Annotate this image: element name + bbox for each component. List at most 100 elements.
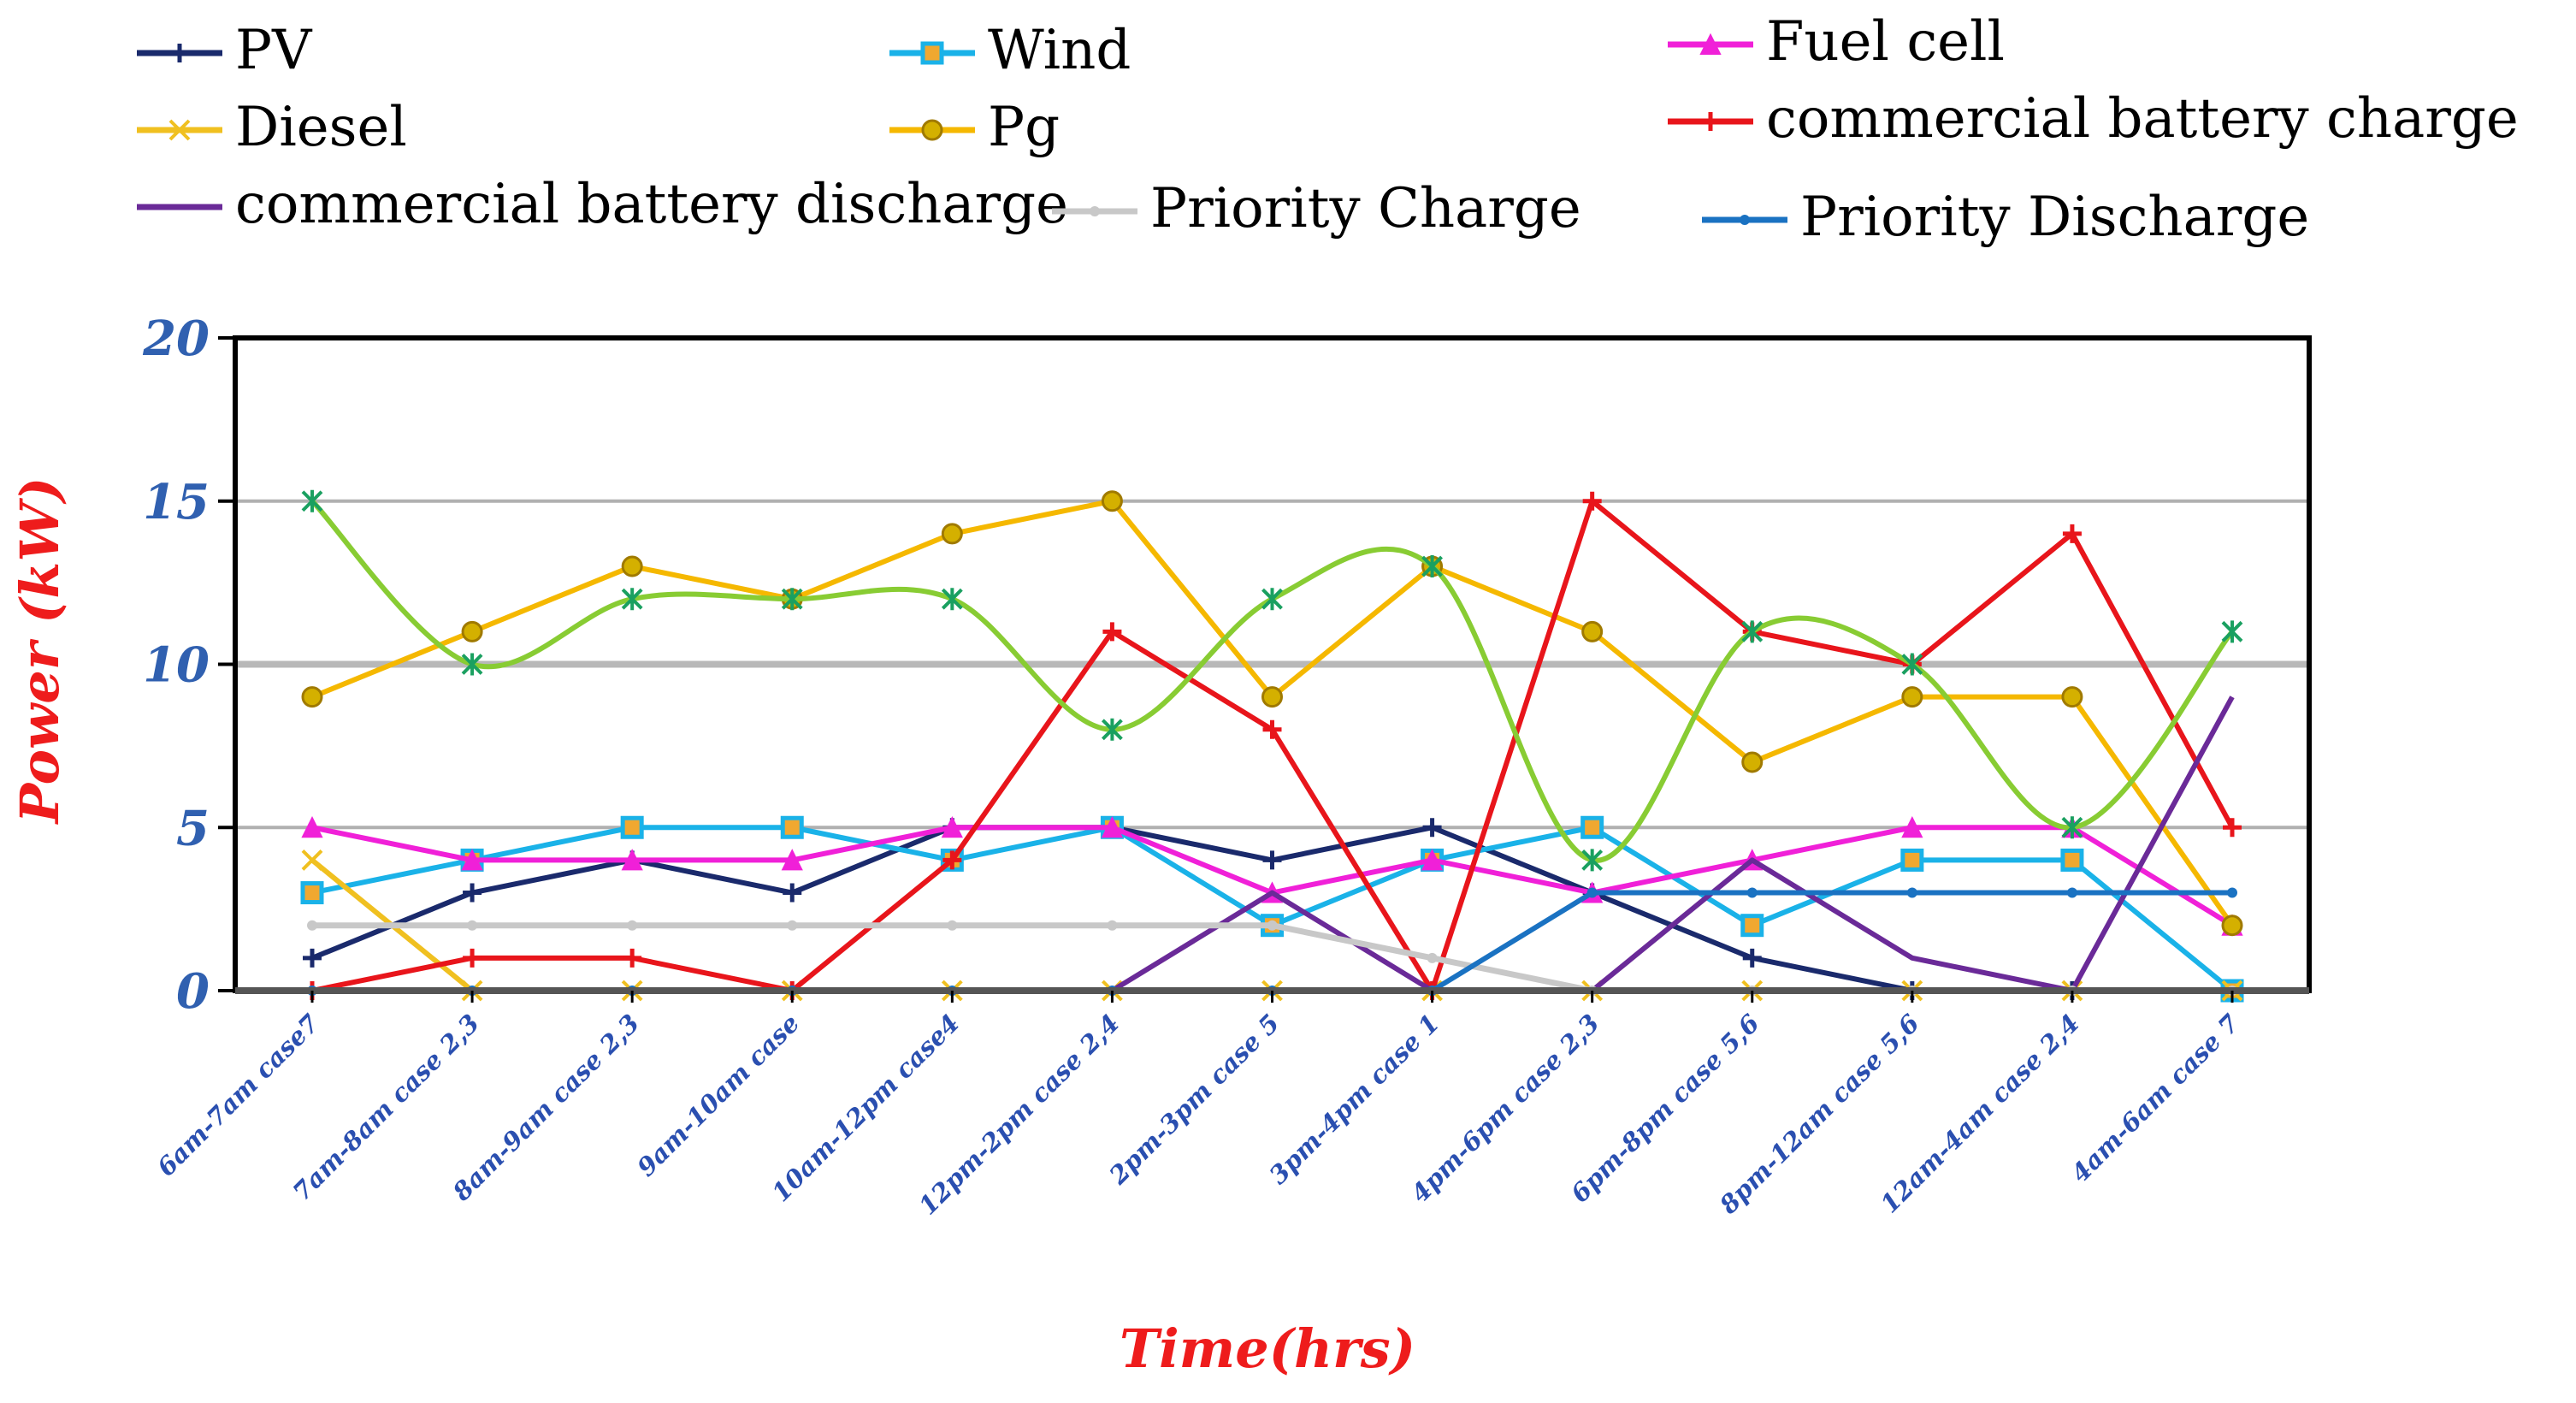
y-tick-label-20: 20 [142, 311, 210, 367]
data-point-wind-2 [620, 815, 644, 839]
data-point-commercial-battery-charge-11 [2062, 524, 2082, 543]
data-point-priority-discharge-11 [2066, 887, 2077, 898]
data-point-pv-6 [1262, 850, 1282, 870]
data-point-pv-1 [463, 883, 482, 903]
legend-item-priority-discharge: Priority Discharge [1702, 186, 2309, 249]
y-axis-title: Power (kW) [9, 477, 71, 826]
data-point-grid-supply-3 [781, 588, 803, 611]
data-point-pg-6 [1261, 686, 1283, 708]
legend-label-commercial-battery-charge: commercial battery charge [1766, 87, 2519, 151]
legend-marker-priority-charge [1090, 206, 1100, 216]
legend-label-fuel-cell: Fuel cell [1766, 10, 2005, 74]
data-point-pg-4 [941, 523, 963, 545]
data-point-priority-charge-6 [1267, 920, 1278, 931]
legend-marker-pg [921, 119, 943, 141]
legend-item-commercial-battery-discharge: commercial battery discharge [137, 173, 1068, 236]
data-point-pv-9 [1742, 948, 1762, 968]
legend-marker-diesel [168, 119, 191, 141]
data-point-commercial-battery-charge-4 [942, 850, 962, 870]
legend-marker-wind [920, 41, 944, 65]
chart-legend: PV Wind Fuel cell Diesel Pg commercial batter… [137, 10, 2519, 249]
data-point-commercial-battery-charge-12 [2223, 818, 2242, 838]
data-point-pg-0 [301, 686, 323, 708]
data-point-pg-12 [2221, 915, 2243, 937]
data-point-fuel-cell-5 [1101, 816, 1124, 838]
x-tick-label-3: 9am-10am case [631, 1009, 805, 1182]
data-point-fuel-cell-2 [621, 849, 643, 871]
data-point-priority-charge-4 [947, 920, 958, 931]
legend-marker-priority-discharge [1740, 215, 1750, 225]
data-point-pg-1 [461, 620, 483, 642]
data-point-priority-discharge-10 [1906, 887, 1917, 898]
data-point-diesel-0 [301, 849, 323, 871]
y-tick-label-5: 5 [176, 800, 210, 856]
data-point-grid-supply-12 [2221, 620, 2243, 643]
plot-area [233, 335, 2312, 1003]
x-axis-title: Time(hrs) [1120, 1317, 1415, 1380]
legend-label-priority-discharge: Priority Discharge [1800, 186, 2309, 249]
legend-label-pv: PV [235, 19, 313, 82]
data-point-grid-supply-5 [1102, 718, 1123, 741]
legend-label-pg: Pg [988, 96, 1060, 159]
data-point-grid-supply-10 [1901, 653, 1923, 676]
data-point-wind-8 [1580, 815, 1604, 839]
data-point-fuel-cell-10 [1901, 816, 1923, 838]
legend-item-diesel: Diesel [137, 96, 407, 159]
legend-label-diesel: Diesel [235, 96, 407, 159]
data-point-fuel-cell-0 [301, 816, 323, 838]
data-point-priority-charge-0 [307, 920, 317, 931]
data-point-fuel-cell-3 [781, 849, 803, 871]
legend-marker-fuel-cell [1699, 33, 1722, 55]
data-point-priority-charge-3 [787, 920, 798, 931]
y-tick-label-0: 0 [176, 963, 210, 1020]
legend-item-priority-charge: Priority Charge [1052, 177, 1581, 240]
data-point-priority-discharge-8 [1586, 887, 1598, 898]
series-grid-supply [301, 489, 2243, 872]
data-point-wind-11 [2060, 848, 2084, 872]
data-point-wind-3 [780, 815, 804, 839]
legend-item-pg: Pg [889, 96, 1060, 159]
data-point-grid-supply-1 [461, 653, 483, 676]
data-point-fuel-cell-1 [461, 849, 483, 871]
legend-item-commercial-battery-charge: commercial battery charge [1668, 87, 2519, 151]
data-point-priority-discharge-9 [1746, 887, 1758, 898]
x-tick-label-2: 8am-9am case 2,3 [446, 1009, 645, 1207]
data-point-fuel-cell-7 [1421, 849, 1444, 871]
data-point-wind-10 [1900, 848, 1924, 872]
legend-label-priority-charge: Priority Charge [1150, 177, 1581, 240]
data-point-priority-charge-5 [1107, 920, 1118, 931]
data-point-wind-0 [300, 881, 324, 905]
data-point-grid-supply-2 [621, 588, 643, 611]
x-tick-label-7: 3pm-4pm case 1 [1263, 1009, 1445, 1190]
data-point-pv-7 [1422, 818, 1442, 838]
data-point-pg-11 [2061, 686, 2083, 708]
data-point-grid-supply-11 [2061, 816, 2083, 839]
data-point-commercial-battery-charge-1 [463, 948, 482, 968]
legend-label-wind: Wind [988, 19, 1131, 82]
y-axis-ticks: 0 5 10 15 20 [142, 311, 235, 1020]
y-tick-label-10: 10 [143, 637, 210, 694]
data-point-grid-supply-6 [1261, 588, 1283, 611]
data-point-grid-supply-0 [301, 489, 323, 512]
data-point-grid-supply-8 [1581, 849, 1604, 872]
data-point-commercial-battery-charge-5 [1102, 622, 1122, 642]
data-point-priority-discharge-12 [2227, 887, 2237, 898]
data-point-priority-charge-2 [627, 920, 638, 931]
series-pg [301, 490, 2243, 937]
data-point-grid-supply-4 [941, 588, 963, 611]
x-tick-label-0: 6am-7am case7 [151, 1009, 325, 1182]
data-point-commercial-battery-charge-8 [1582, 491, 1602, 511]
data-point-pv-0 [303, 948, 322, 968]
data-point-pg-10 [1901, 686, 1923, 708]
y-tick-label-15: 15 [143, 474, 210, 530]
data-point-pg-2 [621, 555, 643, 577]
legend-item-pv: PV [137, 19, 313, 82]
legend-marker-pv [170, 44, 189, 62]
legend-marker-commercial-battery-charge [1701, 112, 1720, 131]
x-tick-label-6: 2pm-3pm case 5 [1103, 1009, 1285, 1191]
x-tick-label-12: 4am-6am case 7 [2065, 1009, 2245, 1188]
legend-item-fuel-cell: Fuel cell [1668, 10, 2005, 74]
data-point-priority-charge-1 [467, 920, 478, 931]
